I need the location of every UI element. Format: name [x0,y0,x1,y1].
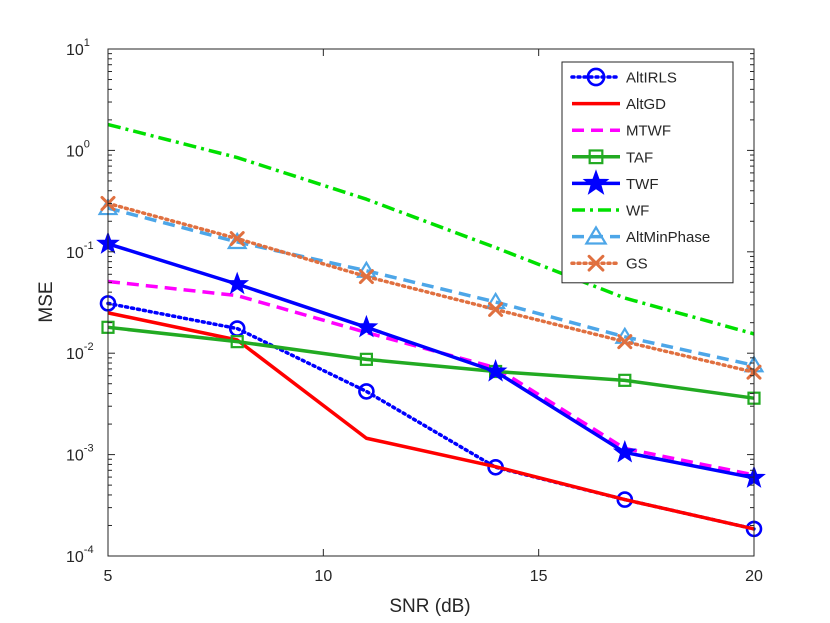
data-point-taf [230,335,244,349]
series-line-wf [107,122,755,336]
legend-label-altminphase: AltMinPhase [626,229,710,246]
legend-marker-gs [587,254,605,272]
y-tick-label: 10-2 [66,341,94,363]
x-tick-label: 10 [314,568,332,585]
legend-label-wf: WF [626,203,649,220]
x-tick-label: 15 [530,568,548,585]
plot-area [96,122,766,538]
x-tick-label: 5 [104,568,113,585]
legend-label-altirls: AltIRLS [626,70,677,87]
data-point-twf [354,314,379,338]
legend-marker-taf [588,149,604,165]
data-point-twf [483,359,508,382]
data-point-twf [612,439,637,463]
y-tick-label: 10-3 [66,443,94,465]
y-tick-label: 101 [66,37,90,59]
axes: 5 10 15 20 10-4 10-3 10-2 10-1 100 101 [66,37,763,585]
y-tick-label: 10-4 [66,544,94,566]
series-line-altgd [107,311,755,531]
data-point-twf [225,271,250,295]
data-point-altirls [358,383,375,400]
legend-label-taf: TAF [626,149,653,166]
data-point-taf [359,352,373,366]
legend-label-twf: TWF [626,176,658,193]
series-line-gs [106,201,756,374]
series-line-twf [107,242,755,480]
series-line-altminphase [107,206,755,367]
data-point-gs [358,269,374,285]
y-tick-label: 10-1 [66,240,94,262]
x-tick-label: 20 [745,568,763,585]
legend-marker-altminphase [584,225,608,245]
data-point-taf [618,373,632,387]
series-line-taf [107,325,755,400]
legend-label-gs: GS [626,256,648,273]
legend-label-mtwf: MTWF [626,123,671,140]
legend: AltIRLS AltGD MTWF TAF TWF WF AltMinPhase GS [561,61,734,284]
data-point-gs [229,231,245,247]
y-axis-label: MSE [36,281,57,322]
axes-box [107,48,755,557]
legend-marker-twf [582,169,610,195]
legend-label-altgd: AltGD [626,96,666,113]
legend-box [561,61,734,284]
legend-marker-altirls [586,67,606,87]
x-axis-label: SNR (dB) [389,596,470,617]
data-point-gs [617,334,633,350]
data-point-gs [488,301,504,317]
y-tick-label: 100 [66,138,90,160]
